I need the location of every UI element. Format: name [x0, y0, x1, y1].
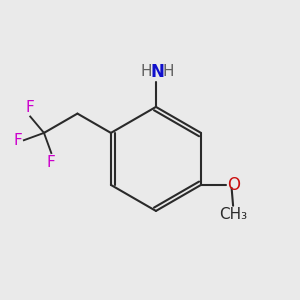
Text: N: N	[150, 63, 164, 81]
Text: F: F	[26, 100, 34, 115]
Text: F: F	[47, 154, 56, 169]
Text: O: O	[227, 176, 240, 194]
Text: F: F	[14, 133, 22, 148]
Text: H: H	[141, 64, 152, 79]
Text: H: H	[163, 64, 174, 79]
Text: CH₃: CH₃	[219, 207, 247, 222]
